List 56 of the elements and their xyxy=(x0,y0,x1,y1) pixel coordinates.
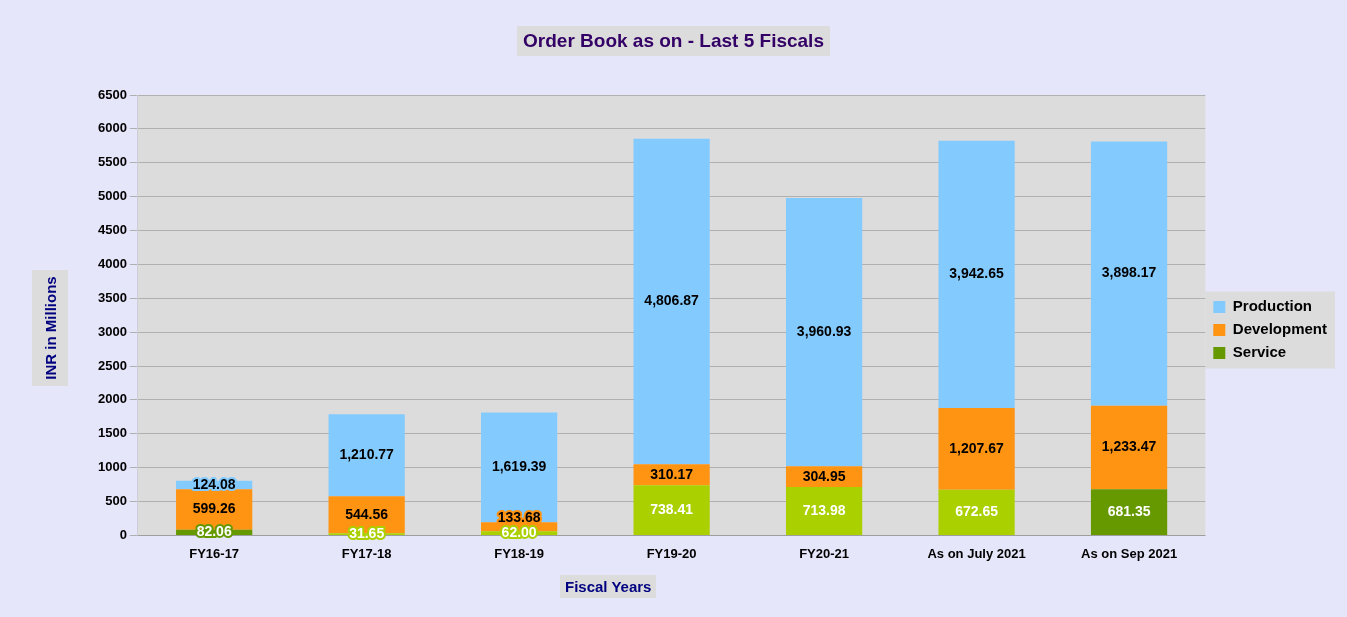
y-tick-label: 2500 xyxy=(98,357,127,373)
legend-label: Production xyxy=(1232,297,1312,315)
y-tick-label: 5500 xyxy=(98,154,127,170)
y-tick-label: 3000 xyxy=(98,323,127,339)
data-label: 3,898.17 xyxy=(1101,264,1157,281)
y-tick-label: 1000 xyxy=(98,459,127,475)
bar xyxy=(1090,489,1168,535)
x-tick-label: FY19-20 xyxy=(646,545,697,561)
data-label: 1,619.39 xyxy=(491,458,547,475)
x-tick-label: FY17-18 xyxy=(341,545,392,561)
bar xyxy=(633,485,710,535)
y-tick-label: 0 xyxy=(119,526,127,542)
bar xyxy=(938,408,1015,490)
y-tick-label: 500 xyxy=(105,493,127,509)
bar xyxy=(785,487,863,535)
data-label: 133.68 xyxy=(497,508,541,525)
data-label: 1,210.77 xyxy=(339,446,395,463)
data-label: 1,233.47 xyxy=(1101,438,1157,455)
legend-label: Service xyxy=(1232,343,1287,361)
y-tick-label: 2000 xyxy=(98,391,127,407)
y-tick-label: 5000 xyxy=(98,188,127,204)
data-label: 4,806.87 xyxy=(644,292,700,309)
bar xyxy=(785,198,863,467)
data-label: 310.17 xyxy=(650,465,694,482)
x-axis-title: Fiscal Years xyxy=(560,575,657,598)
data-label: 544.56 xyxy=(345,505,389,522)
y-tick-label: 4000 xyxy=(98,255,127,271)
bar xyxy=(633,138,710,465)
y-tick-label: 4500 xyxy=(98,222,127,238)
chart-title: Order Book as on - Last 5 Fiscals xyxy=(517,26,830,56)
y-tick-label: 6000 xyxy=(98,120,127,136)
y-axis-title: INR in Millions xyxy=(41,276,59,380)
x-tick-label: FY20-21 xyxy=(799,545,850,561)
y-tick-label: 1500 xyxy=(98,425,127,441)
data-label: 1,207.67 xyxy=(949,439,1005,456)
x-tick-label: As on July 2021 xyxy=(927,545,1026,561)
data-label: 124.08 xyxy=(192,475,236,492)
bar xyxy=(938,489,1015,535)
data-label: 3,960.93 xyxy=(796,323,852,340)
y-tick-label: 3500 xyxy=(98,289,127,305)
bar xyxy=(1090,141,1168,406)
bar xyxy=(328,414,405,497)
legend-label: Development xyxy=(1232,320,1328,338)
data-label: 738.41 xyxy=(650,500,694,517)
x-tick-label: FY16-17 xyxy=(189,545,240,561)
x-tick-label: As on Sep 2021 xyxy=(1081,545,1178,561)
data-label: 599.26 xyxy=(192,500,236,517)
data-label: 672.65 xyxy=(955,503,999,520)
bar xyxy=(1090,405,1168,490)
data-label: 3,942.65 xyxy=(949,265,1005,282)
data-label: 713.98 xyxy=(802,501,846,518)
x-tick-label: FY18-19 xyxy=(494,545,545,561)
bar xyxy=(938,140,1015,408)
y-tick-label: 6500 xyxy=(98,86,127,102)
data-label: 681.35 xyxy=(1107,502,1151,519)
data-label: 304.95 xyxy=(802,467,846,484)
